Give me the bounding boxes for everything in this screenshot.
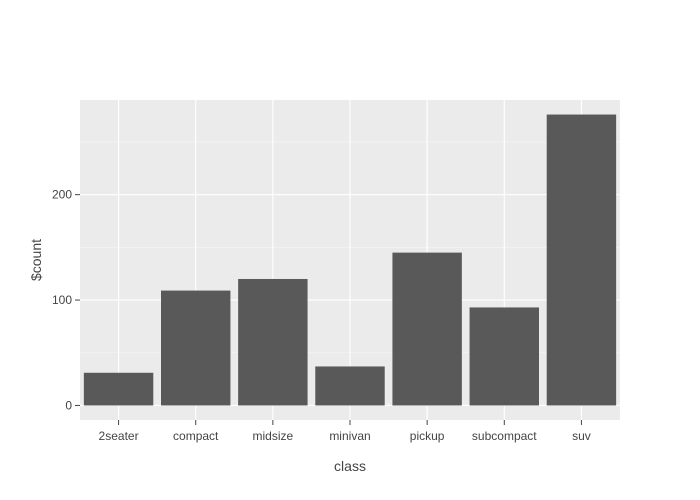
bar-suv	[546, 114, 617, 406]
bar-minivan	[315, 366, 385, 406]
bars	[83, 114, 617, 406]
x-tick-label: midsize	[253, 429, 294, 443]
x-tick-label: subcompact	[472, 429, 537, 443]
x-tick-label: suv	[572, 429, 591, 443]
bar-2seater	[83, 372, 154, 406]
y-axis-title: $count	[28, 239, 44, 281]
bar-compact	[161, 290, 231, 406]
x-tick-label: minivan	[329, 429, 370, 443]
x-tick-label: pickup	[410, 429, 445, 443]
y-tick-label: 100	[52, 293, 72, 307]
y-tick-label: 0	[65, 398, 72, 412]
bar-midsize	[238, 278, 308, 406]
y-tick-label: 200	[52, 188, 72, 202]
bar-pickup	[392, 252, 462, 406]
x-tick-label: 2seater	[99, 429, 139, 443]
x-tick-label: compact	[173, 429, 219, 443]
axes: 0 100 200 2seater compact midsize minivan picku…	[52, 188, 591, 443]
x-axis-title: class	[334, 458, 366, 474]
bar-subcompact	[469, 307, 539, 406]
